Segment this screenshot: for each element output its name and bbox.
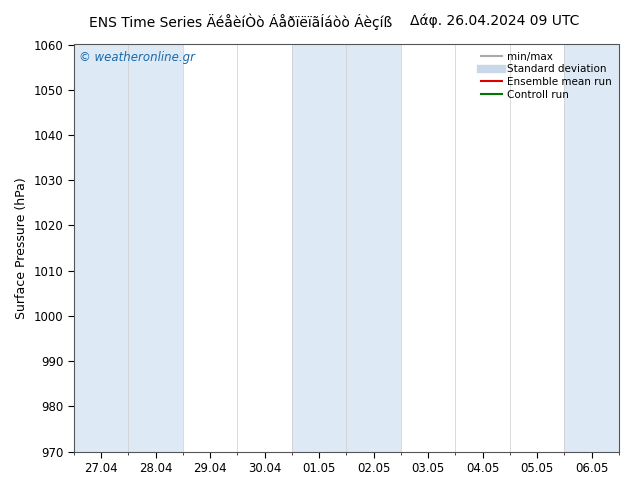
Bar xyxy=(128,45,183,452)
Bar xyxy=(346,45,401,452)
Bar xyxy=(564,45,619,452)
Bar xyxy=(74,45,128,452)
Bar xyxy=(292,45,346,452)
Legend: min/max, Standard deviation, Ensemble mean run, Controll run: min/max, Standard deviation, Ensemble me… xyxy=(477,48,616,104)
Y-axis label: Surface Pressure (hPa): Surface Pressure (hPa) xyxy=(15,177,28,319)
Text: ENS Time Series ÄéåèíÒò ÁåðïëïãÍáòò Áèçíß: ENS Time Series ÄéåèíÒò ÁåðïëïãÍáòò Áèçí… xyxy=(89,14,392,30)
Text: © weatheronline.gr: © weatheronline.gr xyxy=(79,50,195,64)
Text: Δάφ. 26.04.2024 09 UTC: Δάφ. 26.04.2024 09 UTC xyxy=(410,14,579,28)
